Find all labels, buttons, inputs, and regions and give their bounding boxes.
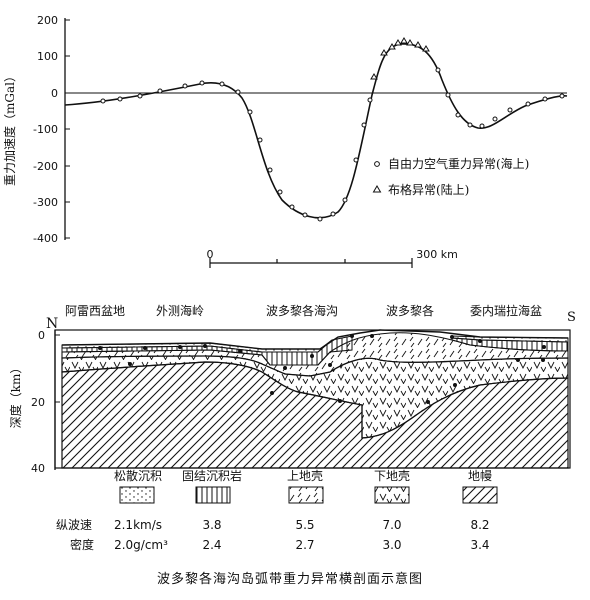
seafloor-line: [61, 329, 569, 350]
legend-circle-icon: [374, 161, 380, 167]
material-label: 下地壳: [374, 469, 410, 483]
vp-value: 8.2: [470, 518, 489, 532]
region-label: 委内瑞拉海盆: [470, 303, 542, 318]
legend-bouguer-label: 布格异常(陆上): [388, 182, 469, 197]
gravity-anomaly-curve: [64, 43, 568, 219]
material-label: 松散沉积: [114, 468, 162, 483]
density-value: 3.0: [382, 538, 401, 552]
gravity-tick-label: -100: [33, 123, 58, 136]
gravity-tick-label: -300: [33, 196, 58, 209]
gravity-tick-label: -200: [33, 160, 58, 173]
legend-free-air-label: 自由力空气重力异常(海上): [388, 156, 529, 171]
section-sample-points: [98, 334, 546, 404]
gravity-tick-label: 200: [37, 14, 58, 27]
density-row-label: 密度: [70, 537, 94, 552]
region-label: 外测海岭: [156, 303, 204, 318]
scale-bar-end-label: 300 km: [416, 248, 458, 261]
bouguer-points: [370, 37, 430, 80]
depth-tick-label: 40: [31, 462, 45, 475]
figure-caption: 波多黎各海沟岛弧带重力异常横剖面示意图: [157, 571, 423, 587]
depth-axis-label: 深度（km）: [8, 362, 23, 429]
swatch-mantle: [462, 486, 498, 504]
material-label: 固结沉积岩: [182, 468, 242, 483]
north-label: N: [46, 316, 58, 332]
vp-row-label: 纵波速: [56, 518, 92, 532]
region-label: 阿雷西盆地: [65, 304, 125, 318]
swatch-upper-crust: [288, 486, 324, 504]
gravity-y-ticks: [65, 19, 70, 239]
gravity-y-axis-label: 重力加速度（mGal）: [2, 70, 17, 186]
gravity-tick-label: 0: [51, 87, 58, 100]
density-value: 2.4: [202, 538, 221, 552]
depth-tick-label: 20: [31, 396, 45, 409]
gravity-tick-label: -400: [33, 232, 58, 245]
vp-value: 3.8: [202, 518, 221, 532]
gravity-tick-label: 100: [37, 50, 58, 63]
region-label: 波多黎各: [386, 303, 434, 318]
density-value: 2.0g/cm³: [114, 538, 168, 552]
south-label: S: [567, 310, 576, 325]
swatch-consolidated-sediment: [195, 486, 231, 504]
gravity-legend: 自由力空气重力异常(海上) 布格异常(陆上): [372, 156, 529, 197]
cross-section: 阿雷西盆地 外测海岭 波多黎各海沟 波多黎各 委内瑞拉海盆 N S 0 20 4…: [8, 303, 576, 475]
region-label: 波多黎各海沟: [266, 303, 338, 318]
upper-crust-layer: [61, 332, 569, 377]
free-air-points: [100, 67, 565, 222]
material-legend: 松散沉积 固结沉积岩 上地壳 下地壳 地幔 纵波速 2.1km/s 3.8 5.…: [56, 468, 498, 552]
scale-bar: [209, 258, 413, 268]
density-value: 3.4: [470, 538, 489, 552]
vp-value: 2.1km/s: [114, 518, 162, 532]
swatch-lower-crust: [374, 486, 410, 504]
swatch-loose-sediment: [119, 486, 155, 504]
legend-triangle-icon: [372, 185, 382, 193]
depth-tick-label: 0: [38, 329, 45, 342]
material-label: 地幔: [468, 468, 492, 483]
material-label: 上地壳: [287, 469, 323, 483]
scale-bar-start-label: 0: [207, 248, 214, 261]
vp-value: 5.5: [295, 518, 314, 532]
density-value: 2.7: [295, 538, 314, 552]
vp-value: 7.0: [382, 518, 401, 532]
gravity-panel: 200 100 0 -100 -200 -300 -400 重力加速度（mGal…: [2, 14, 568, 268]
